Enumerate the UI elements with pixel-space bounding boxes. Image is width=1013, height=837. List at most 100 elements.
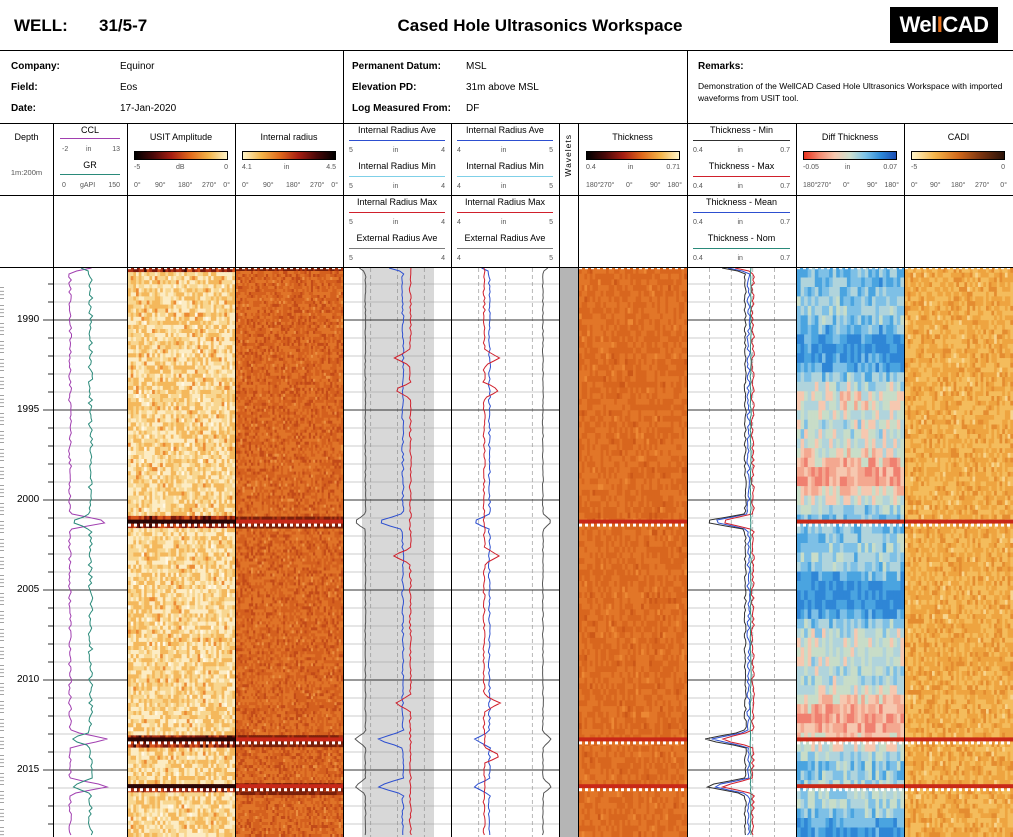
intrad-az-3: 270° (310, 182, 324, 189)
collar-check-2-1 (302, 741, 305, 745)
collar-check-2-2 (579, 741, 582, 745)
collar-check-0-3 (797, 268, 800, 270)
thk-curve-1-line (693, 176, 790, 177)
collar-check-3-1 (308, 788, 311, 792)
collar-check-2-4 (947, 741, 950, 745)
internal-radius-image (236, 268, 344, 837)
collar-check-2-2 (621, 741, 624, 745)
diff-az-1: 270° (817, 182, 831, 189)
collar-check-2-4 (989, 741, 992, 745)
collar-check-3-2 (639, 788, 642, 792)
usit-unit: dB (176, 164, 185, 171)
intrad-max: 4.5 (326, 164, 336, 171)
collar-check-0-0 (128, 268, 131, 270)
divider-intrad (343, 124, 344, 268)
field-label: Field: (11, 82, 38, 93)
collar-check-2-1 (332, 741, 335, 745)
divider-c2 (559, 124, 560, 268)
c2-curve-1-max: 5 (549, 183, 553, 190)
collar-check-2-2 (633, 741, 636, 745)
collar-check-1-2 (633, 523, 636, 527)
collar-check-2-2 (657, 741, 660, 745)
c2-curve-1-min: 4 (457, 183, 461, 190)
depth-label: 2000 (17, 494, 39, 505)
collar-check-1-3 (815, 523, 818, 527)
usit-az-3: 270° (202, 182, 216, 189)
thk-curve-1-unit: in (738, 183, 743, 190)
thickness-title: Thickness (578, 132, 687, 142)
collar-check-3-3 (815, 788, 818, 792)
thk-curve-3-title: Thickness - Nom (687, 233, 796, 243)
collar-check-2-1 (248, 741, 251, 745)
collar-check-0-0 (176, 268, 179, 270)
collar-check-1-1 (308, 523, 311, 527)
collar-check-2-4 (911, 741, 914, 745)
collar-check-2-0 (188, 741, 191, 745)
collar-check-1-1 (314, 523, 317, 527)
usit-min: -5 (134, 164, 140, 171)
collar-check-0-3 (893, 268, 896, 270)
company-value: Equinor (120, 61, 154, 72)
collar-check-1-3 (821, 523, 824, 527)
collar-check-1-3 (833, 523, 836, 527)
thk-curve-2-min: 0.4 (693, 219, 703, 226)
collar-check-1-1 (332, 523, 335, 527)
collar-check-3-3 (827, 788, 830, 792)
wavelets-title: Wavelets (563, 134, 573, 177)
collar-check-1-2 (669, 523, 672, 527)
c1-radius-max (392, 268, 412, 836)
collar-check-0-2 (591, 268, 594, 270)
collar-check-0-1 (338, 268, 341, 270)
collar-check-2-1 (254, 741, 257, 745)
collar-check-1-3 (881, 523, 884, 527)
collar-check-1-1 (236, 523, 239, 527)
collar-check-0-2 (651, 268, 654, 270)
collar-check-2-2 (585, 741, 588, 745)
c2-curve-2-min: 4 (457, 219, 461, 226)
collar-band-3-2 (579, 784, 687, 789)
c2-curve-2-max: 5 (549, 219, 553, 226)
collar-check-2-0 (146, 741, 149, 745)
collar-check-2-0 (158, 741, 161, 745)
collar-check-3-3 (893, 788, 896, 792)
c2-radius-ave (473, 268, 492, 836)
collar-check-1-2 (591, 523, 594, 527)
collar-check-0-2 (669, 268, 672, 270)
collar-check-1-3 (875, 523, 878, 527)
collar-check-3-4 (911, 788, 914, 792)
depth-label: 1990 (17, 314, 39, 325)
thickness-colorbar (586, 151, 680, 160)
collar-check-0-2 (663, 268, 666, 270)
collar-check-3-2 (645, 788, 648, 792)
collar-check-3-1 (338, 788, 341, 792)
collar-check-3-4 (983, 788, 986, 792)
collar-check-0-1 (326, 268, 329, 270)
collar-check-3-3 (899, 788, 902, 792)
collar-check-3-0 (176, 788, 179, 792)
collar-check-3-0 (140, 788, 143, 792)
collar-check-1-0 (200, 523, 203, 527)
c2-curve-1: Internal Radius Min 4 in 5 (451, 160, 559, 196)
collar-check-0-0 (158, 268, 161, 270)
collar-band-1-3 (797, 519, 904, 524)
collar-check-2-2 (663, 741, 666, 745)
collar-check-3-2 (657, 788, 660, 792)
collar-check-0-4 (989, 268, 992, 270)
collar-check-2-3 (899, 741, 902, 745)
collar-check-3-3 (833, 788, 836, 792)
collar-check-1-0 (134, 523, 137, 527)
collar-check-3-1 (242, 788, 245, 792)
c1-curve-0-max: 4 (441, 147, 445, 154)
collar-check-3-2 (681, 788, 684, 792)
thickness-max: 0.71 (666, 164, 680, 171)
collar-check-1-1 (326, 523, 329, 527)
diff-thickness-image (797, 268, 905, 837)
well-label: WELL: (14, 16, 68, 36)
divider-ccl (127, 124, 128, 268)
collar-check-0-3 (851, 268, 854, 270)
thk-curve-3-max: 0.7 (780, 255, 790, 262)
collar-check-1-3 (869, 523, 872, 527)
thickness-image (579, 268, 688, 837)
cadi-min: -5 (911, 164, 917, 171)
collar-check-1-2 (609, 523, 612, 527)
